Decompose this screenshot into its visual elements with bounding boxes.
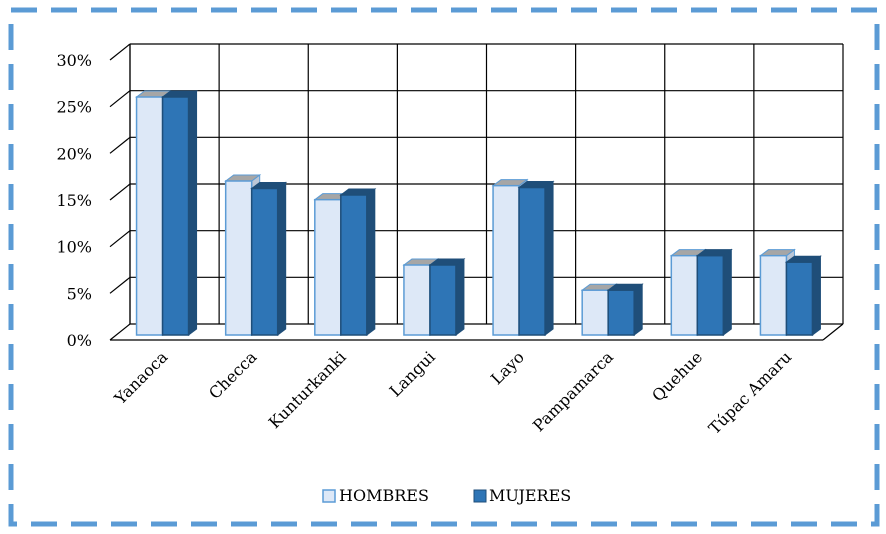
dashed-border: [8, 7, 880, 527]
bar-face: [224, 180, 253, 336]
y-tick-label: 30%: [56, 51, 92, 70]
bar-face: [429, 264, 457, 336]
category-label-túpac-amaru: Túpac Amaru: [705, 347, 796, 438]
legend-swatch-hombres: [322, 489, 336, 503]
bar-mujeres-yanaoca: [161, 90, 199, 336]
bar-face: [135, 96, 164, 336]
bar-side: [455, 258, 465, 336]
grid-lines: [109, 43, 844, 341]
bar-side: [366, 188, 376, 336]
bar-face: [340, 194, 368, 336]
gridline-diagonal: [109, 90, 131, 108]
bar-face: [518, 186, 546, 336]
category-label-layo: Layo: [487, 347, 528, 388]
gridline-diagonal: [109, 323, 131, 341]
bar-side: [544, 180, 554, 336]
bar-face: [314, 198, 342, 336]
gridline-diagonal: [109, 136, 131, 154]
category-label-pampamarca: Pampamarca: [529, 347, 617, 435]
y-tick-label: 0%: [67, 331, 92, 350]
bar-face: [250, 187, 279, 336]
y-tick-label: 15%: [56, 191, 92, 210]
legend: HOMBRES MUJERES: [322, 486, 571, 505]
gridline-diagonal: [109, 183, 131, 201]
y-tick-label: 10%: [56, 238, 92, 257]
gridline-diagonal: [109, 43, 131, 61]
bar-face: [696, 254, 725, 336]
y-tick-label: 5%: [67, 284, 92, 303]
bar-mujeres-layo: [517, 180, 555, 336]
category-label-langui: Langui: [386, 347, 439, 400]
y-tick-label: 25%: [56, 98, 92, 117]
x-axis-categories: Yanaoca Checca Kunturkanki Langui Layo Pampam…: [110, 347, 795, 438]
bar-mujeres-kunturkanki: [339, 188, 377, 336]
bar-mujeres-pampamarca: [606, 283, 644, 336]
bar-side: [633, 283, 643, 336]
bar-face: [161, 96, 190, 336]
bar-mujeres-quehue: [695, 248, 733, 336]
gridline-diagonal: [109, 276, 131, 294]
bar-side: [722, 248, 732, 336]
bar-side: [811, 255, 821, 336]
legend-label-hombres: HOMBRES: [339, 486, 429, 505]
y-tick-label: 20%: [56, 144, 92, 163]
bar-face: [492, 184, 520, 336]
bar-mujeres-túpac-amaru: [784, 255, 822, 336]
category-label-kunturkanki: Kunturkanki: [265, 347, 350, 432]
legend-swatch-mujeres: [473, 489, 487, 503]
bar-mujeres-langui: [428, 258, 466, 336]
category-label-yanaoca: Yanaoca: [110, 347, 172, 409]
bar-side: [188, 90, 198, 336]
legend-label-mujeres: MUJERES: [489, 486, 571, 505]
bar-face: [607, 289, 635, 336]
category-label-checca: Checca: [205, 347, 261, 403]
floor-right-edge: [822, 323, 844, 341]
bar-face: [785, 261, 814, 336]
bar-face: [759, 254, 788, 336]
category-label-quehue: Quehue: [648, 347, 706, 405]
gridline-diagonal: [109, 230, 131, 248]
bar-face: [581, 289, 609, 336]
bar-mujeres-checca: [250, 181, 288, 336]
bar-side: [277, 181, 287, 336]
bar-face: [403, 264, 431, 336]
bars: [135, 90, 822, 336]
y-axis-ticks: 0% 5% 10% 15% 20% 25% 30%: [56, 51, 92, 350]
bar-face: [670, 254, 699, 336]
